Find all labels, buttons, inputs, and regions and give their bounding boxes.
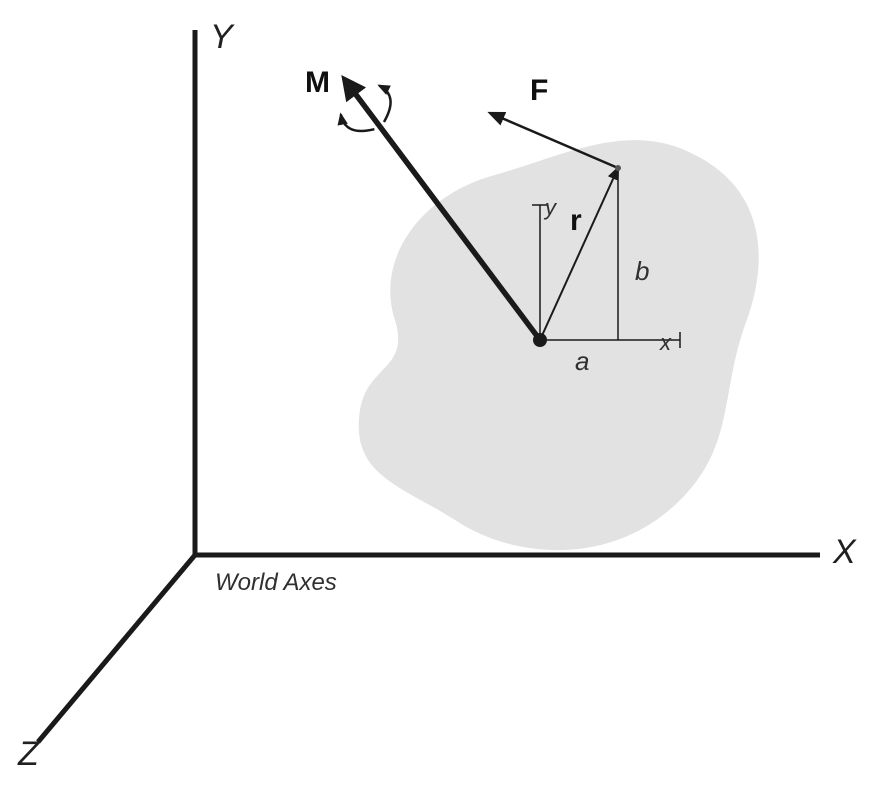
- world-axis-z: [38, 555, 195, 742]
- label-world-axes: World Axes: [215, 569, 337, 596]
- body-center-point: [533, 333, 547, 347]
- rigid-body-blob: [359, 140, 759, 550]
- label-dimension-b: b: [635, 256, 649, 286]
- force-application-point: [615, 165, 621, 171]
- label-force-f: F: [530, 74, 548, 107]
- label-local-x: x: [659, 330, 672, 355]
- label-axis-y: Y: [210, 18, 235, 56]
- label-dimension-a: a: [575, 346, 589, 376]
- label-axis-x: X: [832, 533, 857, 571]
- label-vector-r: r: [570, 204, 582, 237]
- rotation-arc-left: [379, 86, 390, 122]
- label-axis-z: Z: [17, 735, 40, 773]
- label-moment-m: M: [305, 66, 330, 99]
- label-local-y: y: [543, 195, 558, 220]
